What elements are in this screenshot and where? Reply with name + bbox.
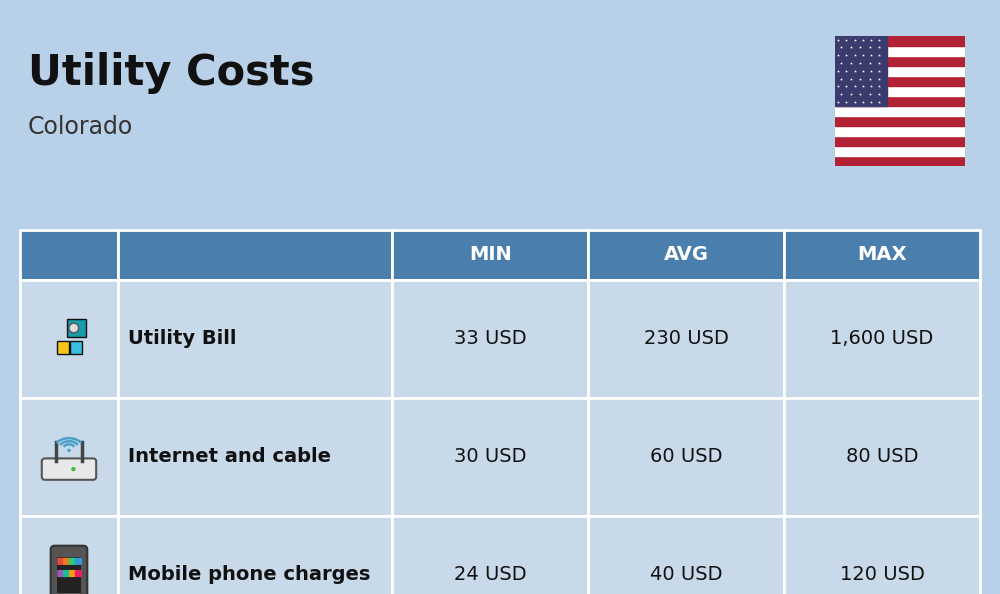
Text: Internet and cable: Internet and cable xyxy=(128,447,331,466)
FancyBboxPatch shape xyxy=(63,570,70,577)
Bar xyxy=(835,56,965,66)
Bar xyxy=(392,398,588,516)
Bar xyxy=(57,341,69,355)
Bar xyxy=(20,516,118,594)
Bar xyxy=(588,280,784,398)
Bar xyxy=(20,230,118,280)
Bar xyxy=(784,516,980,594)
Bar xyxy=(57,557,81,593)
Text: 80 USD: 80 USD xyxy=(846,447,918,466)
Circle shape xyxy=(67,448,71,452)
Text: 30 USD: 30 USD xyxy=(454,447,526,466)
Bar xyxy=(784,280,980,398)
Text: MAX: MAX xyxy=(857,245,907,264)
FancyBboxPatch shape xyxy=(57,558,64,565)
Bar xyxy=(118,398,392,516)
Bar xyxy=(70,341,82,355)
Bar xyxy=(835,136,965,146)
Text: MIN: MIN xyxy=(469,245,512,264)
FancyBboxPatch shape xyxy=(51,546,87,594)
Bar xyxy=(835,36,887,106)
Text: 60 USD: 60 USD xyxy=(650,447,722,466)
Bar xyxy=(835,76,965,86)
Bar xyxy=(835,126,965,136)
Text: 1,600 USD: 1,600 USD xyxy=(830,330,934,349)
Bar xyxy=(392,230,588,280)
FancyBboxPatch shape xyxy=(69,570,76,577)
Text: 120 USD: 120 USD xyxy=(840,565,924,584)
FancyBboxPatch shape xyxy=(75,570,82,577)
FancyBboxPatch shape xyxy=(75,558,82,565)
Text: Utility Bill: Utility Bill xyxy=(128,330,236,349)
Bar xyxy=(835,106,965,116)
Text: Mobile phone charges: Mobile phone charges xyxy=(128,565,370,584)
Text: AVG: AVG xyxy=(664,245,709,264)
FancyBboxPatch shape xyxy=(63,558,70,565)
Text: 24 USD: 24 USD xyxy=(454,565,527,584)
Bar xyxy=(835,36,965,46)
Bar xyxy=(118,280,392,398)
FancyBboxPatch shape xyxy=(57,570,64,577)
Text: 40 USD: 40 USD xyxy=(650,565,722,584)
Bar xyxy=(784,398,980,516)
Bar xyxy=(118,230,392,280)
Bar xyxy=(67,319,86,337)
Circle shape xyxy=(69,323,79,333)
Bar xyxy=(835,156,965,166)
Bar xyxy=(392,516,588,594)
Bar xyxy=(835,116,965,126)
Text: 230 USD: 230 USD xyxy=(644,330,729,349)
Text: 33 USD: 33 USD xyxy=(454,330,527,349)
Bar xyxy=(588,516,784,594)
FancyBboxPatch shape xyxy=(42,459,96,480)
Bar xyxy=(588,398,784,516)
Bar xyxy=(835,66,965,76)
Bar xyxy=(20,280,118,398)
Bar xyxy=(588,230,784,280)
Bar xyxy=(835,86,965,96)
Bar xyxy=(835,146,965,156)
Bar xyxy=(392,280,588,398)
Bar xyxy=(20,398,118,516)
Bar xyxy=(784,230,980,280)
Bar xyxy=(118,516,392,594)
Text: Colorado: Colorado xyxy=(28,115,133,139)
Bar xyxy=(835,46,965,56)
Bar xyxy=(835,96,965,106)
FancyBboxPatch shape xyxy=(69,558,76,565)
Text: Utility Costs: Utility Costs xyxy=(28,52,314,94)
Circle shape xyxy=(71,467,76,471)
